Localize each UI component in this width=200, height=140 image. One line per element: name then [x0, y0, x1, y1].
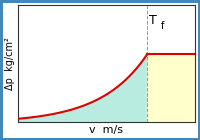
Text: T: T [149, 14, 157, 27]
X-axis label: v  m/s: v m/s [89, 125, 123, 135]
Y-axis label: Δp  kg/cm²: Δp kg/cm² [5, 37, 15, 90]
Text: f: f [161, 21, 164, 31]
